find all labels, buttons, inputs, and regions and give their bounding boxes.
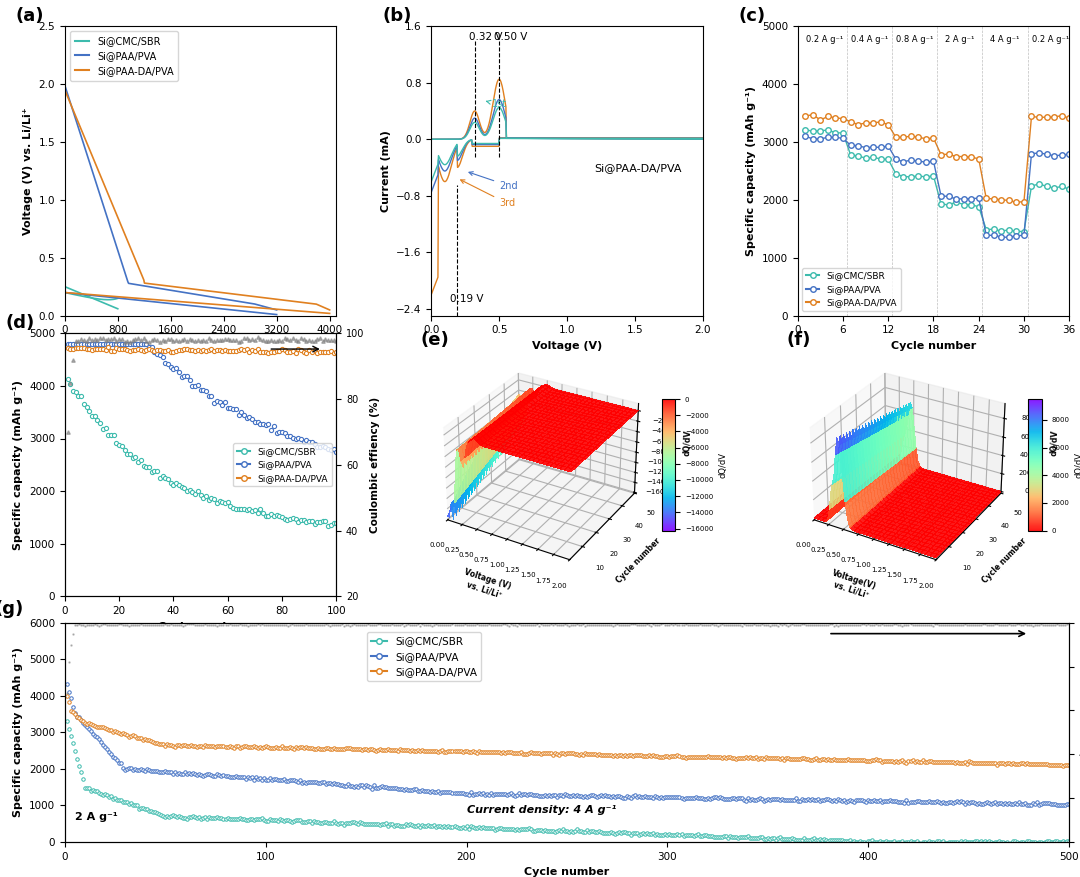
X-axis label: Cycle number: Cycle number [891,341,976,351]
Text: (a): (a) [16,6,44,25]
X-axis label: Voltage(V)
vs. Li/Li⁺: Voltage(V) vs. Li/Li⁺ [827,568,877,601]
Y-axis label: Specific capacity (mAh g⁻¹): Specific capacity (mAh g⁻¹) [13,380,24,550]
Text: (b): (b) [382,6,411,25]
Text: 0.2 A g⁻¹: 0.2 A g⁻¹ [1031,35,1069,44]
Text: (d): (d) [5,314,35,332]
Legend: Si@CMC/SBR, Si@PAA/PVA, Si@PAA-DA/PVA: Si@CMC/SBR, Si@PAA/PVA, Si@PAA-DA/PVA [70,32,178,81]
Y-axis label: Specific capacity (mAh g⁻¹): Specific capacity (mAh g⁻¹) [13,647,24,817]
Y-axis label: Cycle number: Cycle number [615,537,662,585]
Legend: Si@CMC/SBR, Si@PAA/PVA, Si@PAA-DA/PVA: Si@CMC/SBR, Si@PAA/PVA, Si@PAA-DA/PVA [802,268,901,311]
Y-axis label: Current (mA): Current (mA) [380,130,391,212]
Text: 0.32 V: 0.32 V [470,32,503,42]
Text: 0.19 V: 0.19 V [450,294,484,303]
Y-axis label: dQ/dV: dQ/dV [1075,452,1080,478]
Text: (g): (g) [0,600,24,618]
Y-axis label: dQ/dV: dQ/dV [719,452,728,478]
Text: 4 A g⁻¹: 4 A g⁻¹ [990,35,1020,44]
Text: Current density: 4 A g⁻¹: Current density: 4 A g⁻¹ [467,805,616,815]
X-axis label: Cycle number: Cycle number [158,622,243,631]
Text: 0.8 A g⁻¹: 0.8 A g⁻¹ [896,35,933,44]
Legend: Si@CMC/SBR, Si@PAA/PVA, Si@PAA-DA/PVA: Si@CMC/SBR, Si@PAA/PVA, Si@PAA-DA/PVA [367,632,482,681]
Text: (c): (c) [738,6,765,25]
X-axis label: Cycle number: Cycle number [525,867,609,877]
Y-axis label: Voltage (V) vs. Li/Li⁺: Voltage (V) vs. Li/Li⁺ [23,107,32,235]
Y-axis label: Coulombic effiency (%): Coulombic effiency (%) [370,396,380,533]
Text: 0.50 V: 0.50 V [494,32,527,42]
Text: Si@PAA-DA/PVA: Si@PAA-DA/PVA [594,163,681,173]
X-axis label: Voltage (V): Voltage (V) [531,341,603,351]
Text: (f): (f) [787,332,811,349]
Text: 1st: 1st [486,99,508,110]
Text: 3rd: 3rd [461,180,515,209]
Text: 2 A g⁻¹: 2 A g⁻¹ [945,35,974,44]
X-axis label: Voltage (V)
vs. Li/Li⁺: Voltage (V) vs. Li/Li⁺ [460,567,512,602]
Legend: Si@CMC/SBR, Si@PAA/PVA, Si@PAA-DA/PVA: Si@CMC/SBR, Si@PAA/PVA, Si@PAA-DA/PVA [233,443,332,487]
Text: (e): (e) [420,332,449,349]
X-axis label: Specific capacity (mAh g⁻¹): Specific capacity (mAh g⁻¹) [116,341,285,351]
Text: 0.2 A g⁻¹: 0.2 A g⁻¹ [806,35,842,44]
Text: 2 A g⁻¹: 2 A g⁻¹ [75,812,118,822]
Y-axis label: Cycle number: Cycle number [981,537,1028,585]
Text: 0.4 A g⁻¹: 0.4 A g⁻¹ [851,35,888,44]
Y-axis label: Specific capacity (mAh g⁻¹): Specific capacity (mAh g⁻¹) [746,86,756,256]
Text: 2nd: 2nd [469,172,517,190]
